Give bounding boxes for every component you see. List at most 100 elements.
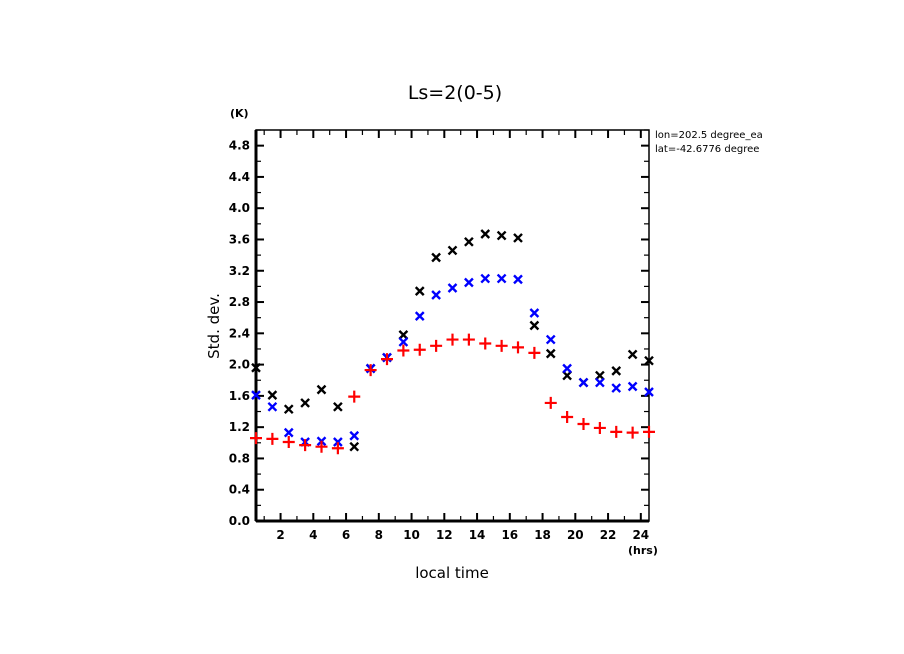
data-point-blue <box>644 387 654 397</box>
data-point-black <box>496 230 507 241</box>
y-tick-label: 4.0 <box>229 201 250 215</box>
data-point-blue <box>398 337 409 347</box>
data-point-black <box>644 355 654 366</box>
x-tick-label: 16 <box>501 528 518 542</box>
y-tick-label: 4.8 <box>229 139 250 153</box>
data-point-red <box>331 442 344 455</box>
data-point-black <box>529 320 540 331</box>
data-point-blue <box>333 437 343 447</box>
data-point-black <box>562 370 572 381</box>
data-point-red <box>561 410 574 423</box>
data-point-blue <box>513 274 523 285</box>
data-point-red <box>512 341 524 354</box>
data-point-red <box>626 426 639 439</box>
data-point-red <box>397 344 410 357</box>
data-point-red <box>430 339 443 352</box>
x-tick-label: 12 <box>436 528 453 542</box>
x-tick-label: 8 <box>375 528 383 542</box>
data-point-red <box>462 333 475 346</box>
data-point-red <box>266 432 279 445</box>
data-point-red <box>282 436 295 449</box>
y-tick-label: 4.4 <box>229 170 250 184</box>
data-point-black <box>283 404 294 415</box>
data-point-red <box>528 346 541 359</box>
chart-title: Ls=2(0-5) <box>408 82 502 104</box>
data-point-blue <box>562 363 572 374</box>
data-point-black <box>480 229 491 239</box>
x-unit-label: (hrs) <box>628 544 658 557</box>
data-point-black <box>251 362 261 373</box>
data-point-black <box>414 286 425 296</box>
data-point-blue <box>464 277 474 288</box>
plot-frame <box>255 129 650 522</box>
data-point-black <box>300 398 310 408</box>
y-tick-label: 1.2 <box>229 420 250 434</box>
data-point-red <box>299 439 312 452</box>
data-point-black <box>333 401 343 412</box>
x-tick-label: 14 <box>469 528 486 542</box>
data-point-blue <box>480 273 491 284</box>
y-unit-label: (K) <box>230 107 249 120</box>
data-point-blue <box>595 377 605 388</box>
data-point-red <box>413 343 426 356</box>
y-tick-label: 3.2 <box>229 264 250 278</box>
y-tick-label: 2.4 <box>229 326 250 340</box>
data-point-black <box>595 370 605 381</box>
data-point-blue <box>447 283 458 293</box>
data-point-black <box>398 330 409 340</box>
x-tick-label: 4 <box>309 528 317 542</box>
data-point-red <box>610 425 623 438</box>
data-point-red <box>643 425 655 438</box>
data-point-black <box>611 366 622 376</box>
data-point-blue <box>283 427 294 438</box>
data-point-red <box>577 418 590 431</box>
y-tick-label: 2.0 <box>229 358 250 372</box>
x-tick-label: 10 <box>403 528 420 542</box>
data-point-blue <box>529 308 540 318</box>
y-tick-label: 0.8 <box>229 451 250 465</box>
x-tick-label: 24 <box>632 528 649 542</box>
data-point-blue <box>627 381 638 392</box>
y-tick-label: 0.0 <box>229 514 250 528</box>
series-blue <box>251 273 654 447</box>
data-point-red <box>348 390 361 403</box>
data-point-blue <box>349 430 360 441</box>
x-tick-label: 6 <box>342 528 350 542</box>
x-tick-label: 20 <box>567 528 584 542</box>
data-point-red <box>593 421 606 434</box>
annotation-lat: lat=-42.6776 degree <box>655 144 759 155</box>
data-point-black <box>316 384 327 395</box>
data-point-red <box>544 396 557 409</box>
data-point-black <box>349 441 360 452</box>
data-point-black <box>513 233 523 243</box>
data-point-blue <box>611 383 622 393</box>
data-point-black <box>545 348 556 359</box>
x-tick-label: 22 <box>600 528 617 542</box>
y-tick-label: 1.6 <box>229 389 250 403</box>
data-point-blue <box>431 290 441 300</box>
annotation-lon: lon=202.5 degree_ea <box>655 130 763 141</box>
data-point-black <box>464 236 474 247</box>
data-point-black <box>431 252 441 263</box>
data-point-blue <box>545 334 556 345</box>
data-point-red <box>446 333 459 346</box>
y-tick-label: 2.8 <box>229 295 250 309</box>
data-point-blue <box>267 401 278 412</box>
data-point-red <box>315 440 328 453</box>
data-point-black <box>447 245 458 256</box>
data-point-black <box>627 349 638 360</box>
y-tick-label: 0.4 <box>229 483 250 497</box>
series-red <box>250 333 655 455</box>
x-tick-label: 18 <box>534 528 551 542</box>
x-tick-label: 2 <box>276 528 284 542</box>
data-point-blue <box>578 377 589 388</box>
data-point-red <box>479 337 492 350</box>
data-point-red <box>250 432 262 445</box>
data-point-red <box>381 353 393 366</box>
data-point-blue <box>496 273 507 284</box>
data-point-blue <box>414 311 425 321</box>
data-point-red <box>364 364 377 377</box>
y-axis-title: Std. dev. <box>205 293 223 359</box>
data-point-black <box>267 390 278 400</box>
